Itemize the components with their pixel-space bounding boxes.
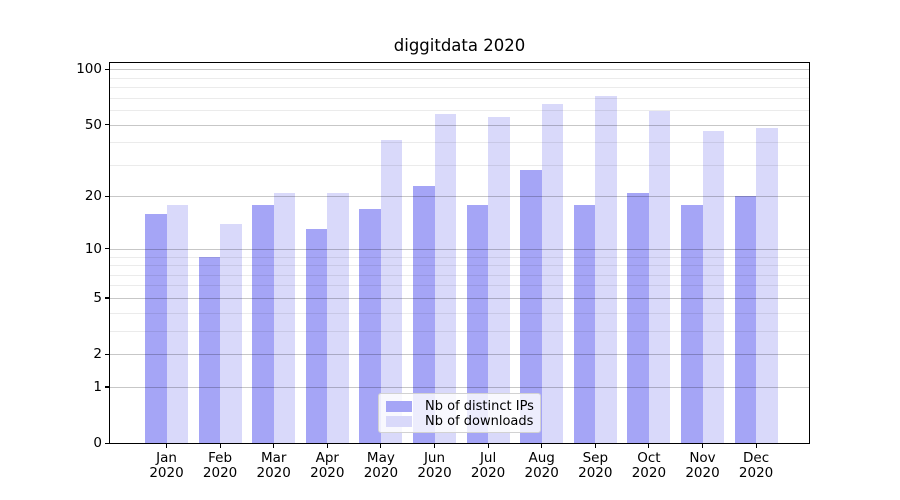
- y-tick-label: 100: [76, 61, 102, 78]
- y-tick-label: 20: [84, 188, 102, 205]
- minor-gridline: [110, 77, 809, 79]
- bar-distinct-ips: [466, 204, 489, 443]
- x-tick: [219, 443, 221, 448]
- x-tick-label: Jun 2020: [417, 450, 452, 481]
- legend-row-downloads: Nb of downloads: [386, 414, 533, 429]
- y-tick-label: 50: [84, 116, 102, 133]
- x-tick: [648, 443, 650, 448]
- bar-downloads: [166, 204, 188, 443]
- x-tick: [380, 443, 382, 448]
- y-tick: [105, 195, 109, 198]
- plot-area: 100 50 20 10 5 2 1 0 Jan 2020 Feb 2020 Mar 2020 Apr 202…: [76, 61, 810, 481]
- bar-downloads: [702, 131, 724, 443]
- x-tick: [594, 443, 596, 448]
- y-tick: [105, 386, 109, 388]
- minor-gridline: [110, 110, 809, 111]
- bar-distinct-ips: [252, 204, 274, 443]
- minor-gridline: [110, 97, 809, 99]
- y-tick-label: 2: [93, 346, 102, 362]
- x-tick-label: Apr 2020: [310, 450, 345, 481]
- bar-downloads: [434, 114, 456, 443]
- x-tick-label: Jul 2020: [470, 450, 506, 481]
- x-tick: [541, 443, 543, 448]
- x-tick: [487, 443, 489, 448]
- bar-downloads: [595, 95, 617, 443]
- y-tick-label: 0: [93, 435, 102, 451]
- bar-distinct-ips: [145, 213, 167, 443]
- x-tick: [755, 443, 757, 448]
- y-tick: [105, 442, 109, 444]
- legend-swatch-distinct-ips: [386, 401, 412, 412]
- x-tick-label: Sep 2020: [578, 450, 613, 481]
- y-tick-label: 1: [93, 378, 102, 395]
- bar-distinct-ips: [198, 256, 221, 443]
- y-tick: [105, 353, 109, 355]
- legend: Nb of distinct IPs Nb of downloads: [378, 393, 541, 433]
- bar-distinct-ips: [413, 185, 435, 443]
- bar-downloads: [220, 223, 242, 443]
- y-tick: [105, 248, 109, 250]
- bar-downloads: [488, 116, 510, 443]
- bar-downloads: [541, 103, 564, 443]
- legend-row-distinct-ips: Nb of distinct IPs: [386, 399, 534, 414]
- minor-gridline: [110, 87, 809, 88]
- x-tick: [326, 443, 328, 448]
- x-tick-label: Mar 2020: [256, 450, 291, 481]
- legend-label-distinct-ips: Nb of distinct IPs: [425, 399, 534, 414]
- chart-title: diggitdata 2020: [393, 36, 526, 55]
- x-tick: [165, 443, 168, 448]
- x-tick-label: Jan 2020: [149, 450, 184, 481]
- x-tick-label: Aug 2020: [524, 450, 559, 481]
- x-tick: [273, 443, 275, 448]
- y-tick: [105, 297, 109, 299]
- x-tick-label: Nov 2020: [685, 450, 720, 481]
- y-tick-label: 10: [84, 240, 102, 257]
- bar-downloads: [648, 111, 671, 443]
- bar-distinct-ips: [734, 196, 757, 443]
- legend-label-downloads: Nb of downloads: [425, 414, 534, 429]
- major-gridline: [110, 69, 809, 71]
- bar-downloads: [380, 140, 403, 443]
- bar-downloads: [756, 127, 778, 443]
- x-tick: [701, 443, 704, 448]
- y-tick: [105, 124, 109, 126]
- bar-distinct-ips: [305, 229, 328, 443]
- bar-distinct-ips: [627, 192, 649, 443]
- bar-downloads: [327, 192, 349, 443]
- y-tick-label: 5: [93, 289, 102, 306]
- major-gridline: [110, 124, 809, 126]
- bar-distinct-ips: [520, 170, 542, 443]
- bar-downloads: [273, 192, 296, 443]
- x-tick-label: Feb 2020: [202, 450, 238, 481]
- y-tick: [105, 68, 109, 70]
- bar-distinct-ips: [359, 208, 381, 443]
- bar-distinct-ips: [573, 204, 596, 443]
- x-tick-label: May 2020: [363, 450, 399, 481]
- x-tick: [433, 443, 436, 448]
- x-tick-label: Dec 2020: [738, 450, 774, 481]
- legend-swatch-downloads: [386, 416, 412, 427]
- x-tick-label: Oct 2020: [631, 450, 667, 481]
- bar-distinct-ips: [681, 204, 703, 443]
